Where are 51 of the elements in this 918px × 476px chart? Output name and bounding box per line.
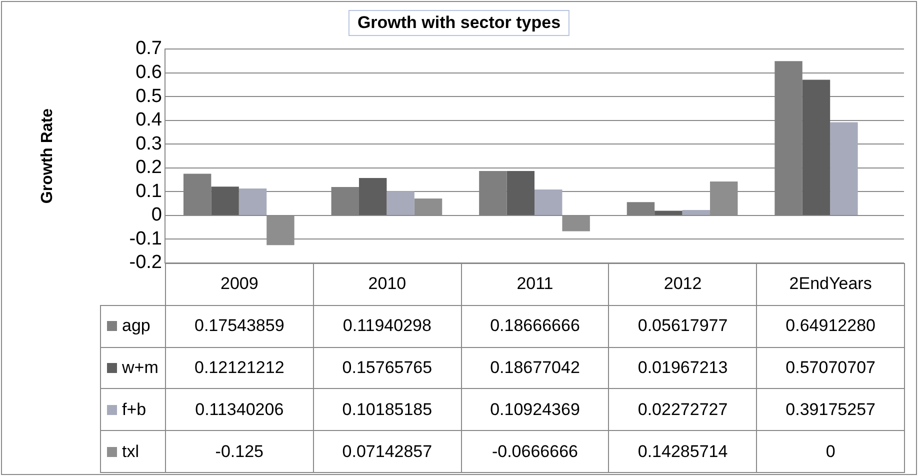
legend-label: w+m <box>122 358 158 378</box>
y-tick-label: 0.1 <box>136 180 162 202</box>
x-tick-label: 2011 <box>460 263 610 306</box>
x-tick-label: 2EndYears <box>756 263 905 306</box>
data-label: -0.125 <box>165 430 314 473</box>
data-label: 0.57070707 <box>756 346 905 390</box>
data-label: 0.02272727 <box>608 388 758 432</box>
data-label: 0.15765765 <box>312 346 462 390</box>
y-tick-label: 0.6 <box>136 62 162 84</box>
y-tick-label: 0.3 <box>136 133 162 154</box>
chart-title: Growth with sector types <box>348 10 570 36</box>
data-label: 0.39175257 <box>756 388 905 432</box>
data-label: 0.05617977 <box>608 304 758 348</box>
bar <box>238 188 267 215</box>
y-tick-label: 0.7 <box>136 38 162 60</box>
y-tick-label: 0.5 <box>136 86 162 107</box>
legend-label: f+b <box>122 400 146 420</box>
x-tick-label: 2012 <box>608 263 758 306</box>
y-tick-label: 0.2 <box>136 157 162 178</box>
bar <box>386 191 414 215</box>
data-label: 0.10924369 <box>460 388 610 432</box>
y-tick-label: -0.1 <box>129 228 162 250</box>
data-label: 0.01967213 <box>608 346 758 390</box>
bar <box>830 122 858 215</box>
y-axis-title: Growth Rate <box>39 108 57 204</box>
bar <box>506 171 534 215</box>
data-label: 0.12121212 <box>165 346 314 390</box>
x-tick-label: 2009 <box>165 263 314 306</box>
legend-label: agp <box>122 316 150 336</box>
bar <box>682 210 710 215</box>
data-label: 0.64912280 <box>756 304 905 348</box>
data-label: 0.07142857 <box>312 430 462 473</box>
bar <box>654 210 682 215</box>
data-label: 0.18666666 <box>460 304 610 348</box>
y-tick-label: 0 <box>151 204 162 226</box>
data-label: 0 <box>756 430 905 473</box>
x-tick-label: 2010 <box>312 263 462 306</box>
y-tick-label: -0.2 <box>129 252 162 274</box>
data-label: 0.10185185 <box>312 388 462 432</box>
bar <box>211 186 239 215</box>
bar <box>534 189 562 215</box>
data-label: 0.14285714 <box>608 430 758 473</box>
data-label: 0.17543859 <box>165 304 314 348</box>
bar <box>358 178 387 215</box>
data-label: 0.18677042 <box>460 346 610 390</box>
data-label: 0.11940298 <box>312 304 462 348</box>
y-tick-label: 0.4 <box>136 110 162 131</box>
data-label: 0.11340206 <box>165 388 314 432</box>
data-label: -0.0666666 <box>460 430 610 473</box>
bar <box>802 80 830 215</box>
legend-label: txl <box>122 442 139 462</box>
